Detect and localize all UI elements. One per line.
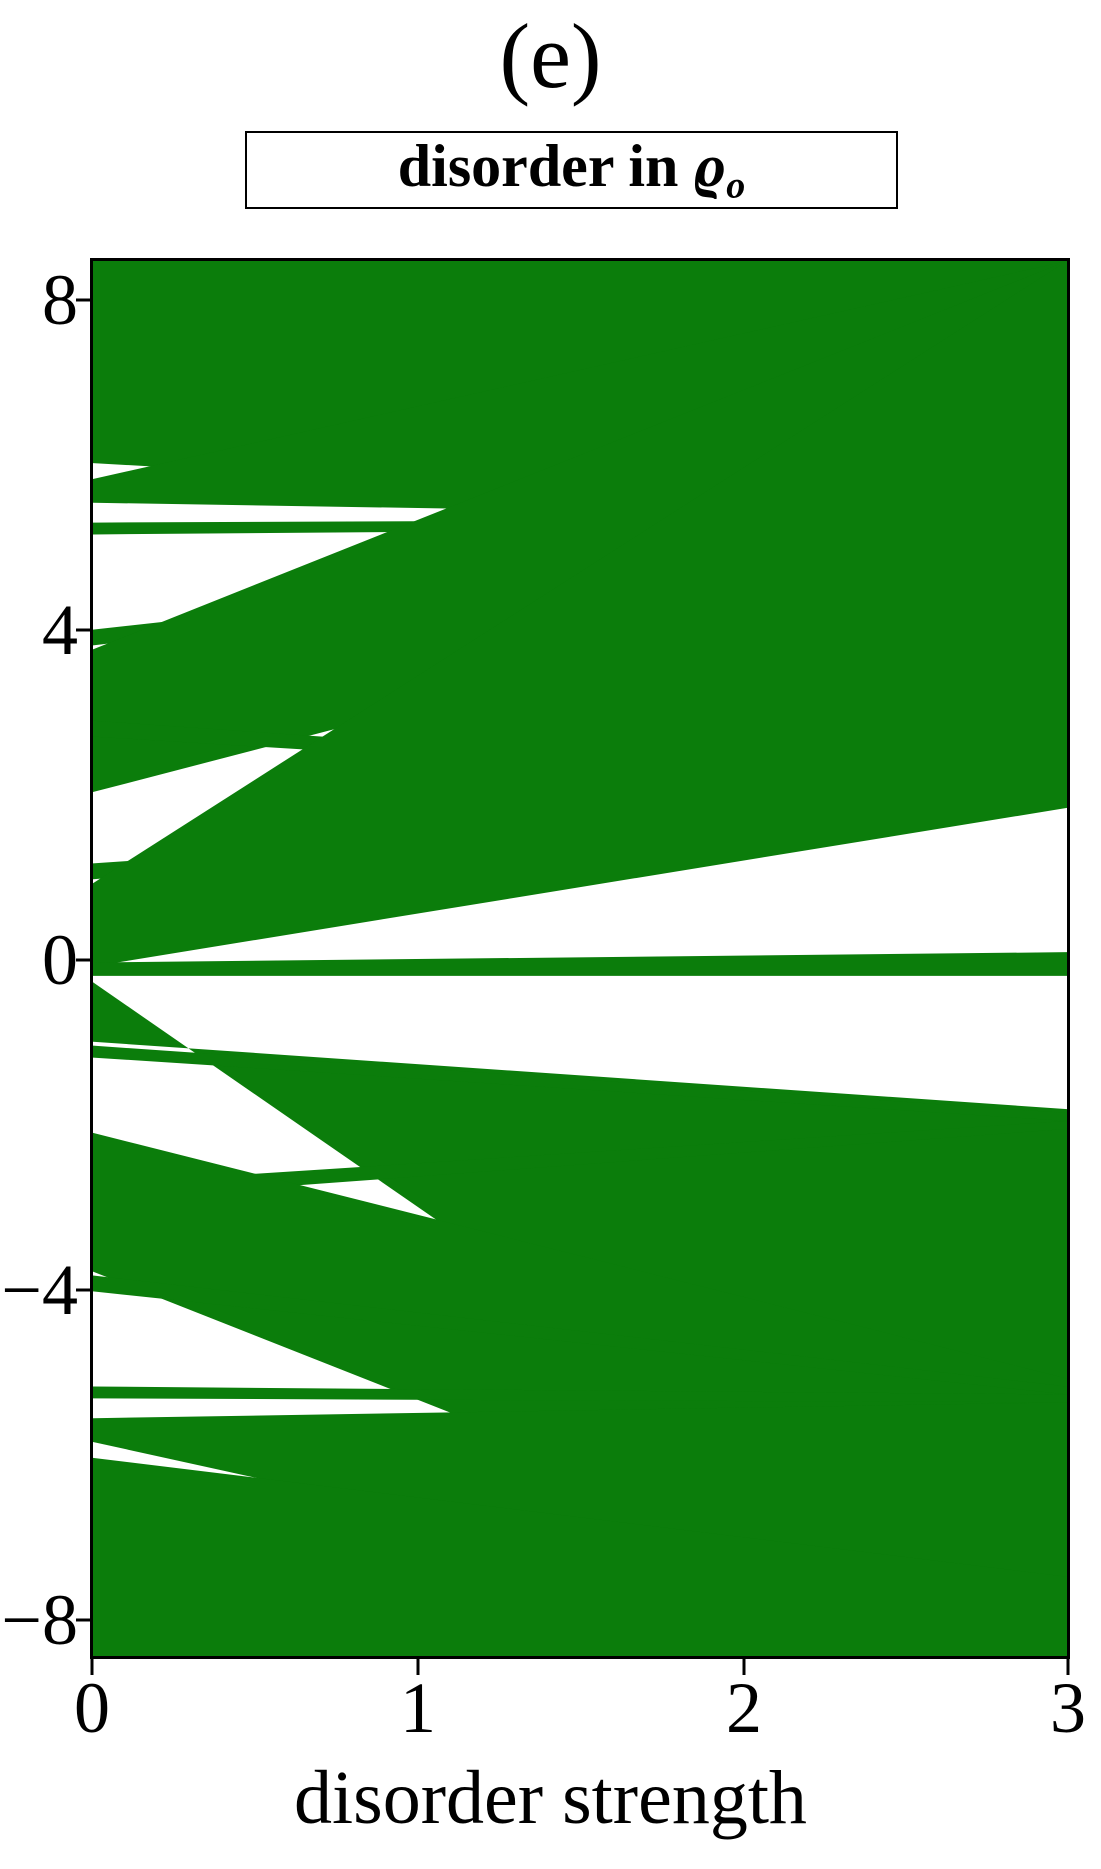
ytick-label-0: 0 bbox=[42, 920, 78, 1000]
band-band-14 bbox=[93, 1275, 1067, 1395]
ytick-mark-4 bbox=[76, 628, 92, 632]
xtick-label-1: 1 bbox=[400, 1668, 436, 1748]
band-band-12 bbox=[93, 1120, 1067, 1201]
series-label-box: disorder in ϱo bbox=[245, 131, 898, 209]
ytick-mark-0 bbox=[76, 958, 92, 962]
x-axis-title: disorder strength bbox=[294, 1756, 807, 1840]
ytick-label-neg4: −4 bbox=[1, 1250, 78, 1330]
series-label-text: disorder in ϱo bbox=[398, 136, 745, 204]
band-band-8 bbox=[93, 261, 1067, 967]
xtick-label-0: 0 bbox=[74, 1668, 110, 1748]
plot-area bbox=[90, 258, 1070, 1659]
panel-letter: (e) bbox=[499, 5, 602, 107]
ytick-mark-8 bbox=[76, 298, 92, 302]
xtick-mark-3 bbox=[1066, 1659, 1070, 1675]
xtick-mark-2 bbox=[742, 1659, 746, 1675]
xtick-label-2: 2 bbox=[726, 1668, 762, 1748]
rho-symbol: ϱ bbox=[693, 132, 727, 199]
band-band-17-bottom bbox=[93, 1457, 1067, 1656]
band-band-9-center bbox=[93, 952, 1067, 976]
band-band-15 bbox=[93, 1386, 1067, 1403]
xtick-mark-0 bbox=[90, 1659, 94, 1675]
ytick-mark-neg8 bbox=[76, 1618, 92, 1622]
xtick-mark-1 bbox=[416, 1659, 420, 1675]
band-band-5 bbox=[93, 261, 1067, 793]
ytick-label-8: 8 bbox=[42, 260, 78, 340]
ytick-mark-neg4 bbox=[76, 1288, 92, 1292]
bands-group bbox=[93, 261, 1067, 1656]
series-label-prefix: disorder in bbox=[397, 132, 694, 199]
ytick-label-4: 4 bbox=[42, 590, 78, 670]
xtick-label-3: 3 bbox=[1050, 1668, 1086, 1748]
band-band-11 bbox=[93, 1045, 1067, 1121]
rho-subscript: o bbox=[726, 164, 746, 207]
ytick-label-neg8: −8 bbox=[1, 1580, 78, 1660]
band-spectrum-svg bbox=[93, 261, 1067, 1656]
